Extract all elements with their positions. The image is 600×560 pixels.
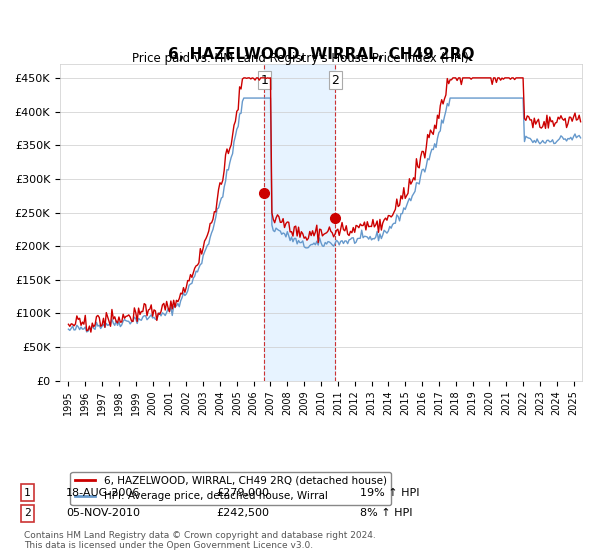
Text: 8% ↑ HPI: 8% ↑ HPI [360,508,413,519]
Text: Price paid vs. HM Land Registry's House Price Index (HPI): Price paid vs. HM Land Registry's House … [131,52,469,66]
Text: 2: 2 [24,508,31,519]
Text: 18-AUG-2006: 18-AUG-2006 [66,488,140,498]
Text: 05-NOV-2010: 05-NOV-2010 [66,508,140,519]
Text: Contains HM Land Registry data © Crown copyright and database right 2024.
This d: Contains HM Land Registry data © Crown c… [24,530,376,550]
Title: 6, HAZELWOOD, WIRRAL, CH49 2RQ: 6, HAZELWOOD, WIRRAL, CH49 2RQ [168,47,474,62]
Text: 1: 1 [24,488,31,498]
Legend: 6, HAZELWOOD, WIRRAL, CH49 2RQ (detached house), HPI: Average price, detached ho: 6, HAZELWOOD, WIRRAL, CH49 2RQ (detached… [70,472,391,505]
Text: £242,500: £242,500 [216,508,269,519]
Text: £279,000: £279,000 [216,488,269,498]
Text: 1: 1 [260,74,268,87]
Bar [264,64,335,381]
Text: 19% ↑ HPI: 19% ↑ HPI [360,488,419,498]
Text: 2: 2 [331,74,339,87]
